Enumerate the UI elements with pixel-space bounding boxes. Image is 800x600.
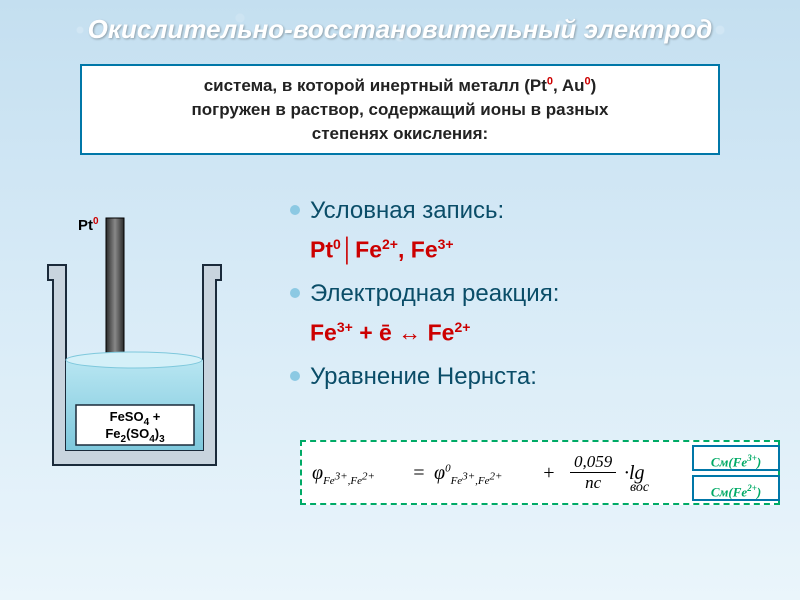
cm-fe3-box: См(Fe3+) [692,445,780,471]
def-text: система, в которой инертный металл (Pt0,… [191,76,608,143]
page-title: Окислительно-восстановительный электрод [0,14,800,45]
nernst-lhs: φFe3+,Fe2+ [312,462,375,487]
formula-notation: Pt0│Fe2+, Fe3+ [310,236,780,264]
electrode-diagram: Pt0 [28,210,258,490]
formula-reaction: Fe3+ + ē ↔ Fe2+ [310,319,780,347]
bullet-text: Уравнение Нернста: [310,361,537,392]
bullet-text: Электродная реакция: [310,278,559,309]
content-area: Условная запись: Pt0│Fe2+, Fe3+ Электрод… [290,195,780,402]
bullet-text: Условная запись: [310,195,504,226]
slide-root: Окислительно-восстановительный электрод … [0,0,800,600]
nernst-eq: = [412,462,426,485]
beaker-svg: Pt0 [28,210,258,500]
nernst-fraction: 0,059 nс [570,452,616,493]
electrode-label: Pt0 [78,216,99,234]
bullet-1: Условная запись: [290,195,780,226]
definition-box: система, в которой инертный металл (Pt0,… [80,64,720,155]
bullet-2: Электродная реакция: [290,278,780,309]
bullet-dot [290,288,300,298]
cm-fe2-box: См(Fe2+) [692,475,780,501]
bullet-dot [290,371,300,381]
nernst-content: φFe3+,Fe2+ = φ0Fe3+,Fe2+ + 0,059 nс ·lg … [302,442,778,503]
nernst-plus: + [542,462,556,485]
nernst-vos: вос [630,480,649,496]
bullet-3: Уравнение Нернста: [290,361,780,392]
nernst-phi0: φ0Fe3+,Fe2+ [434,462,502,487]
nernst-equation-box: φFe3+,Fe2+ = φ0Fe3+,Fe2+ + 0,059 nс ·lg … [300,440,780,505]
bullet-dot [290,205,300,215]
liquid-surface [66,352,202,368]
